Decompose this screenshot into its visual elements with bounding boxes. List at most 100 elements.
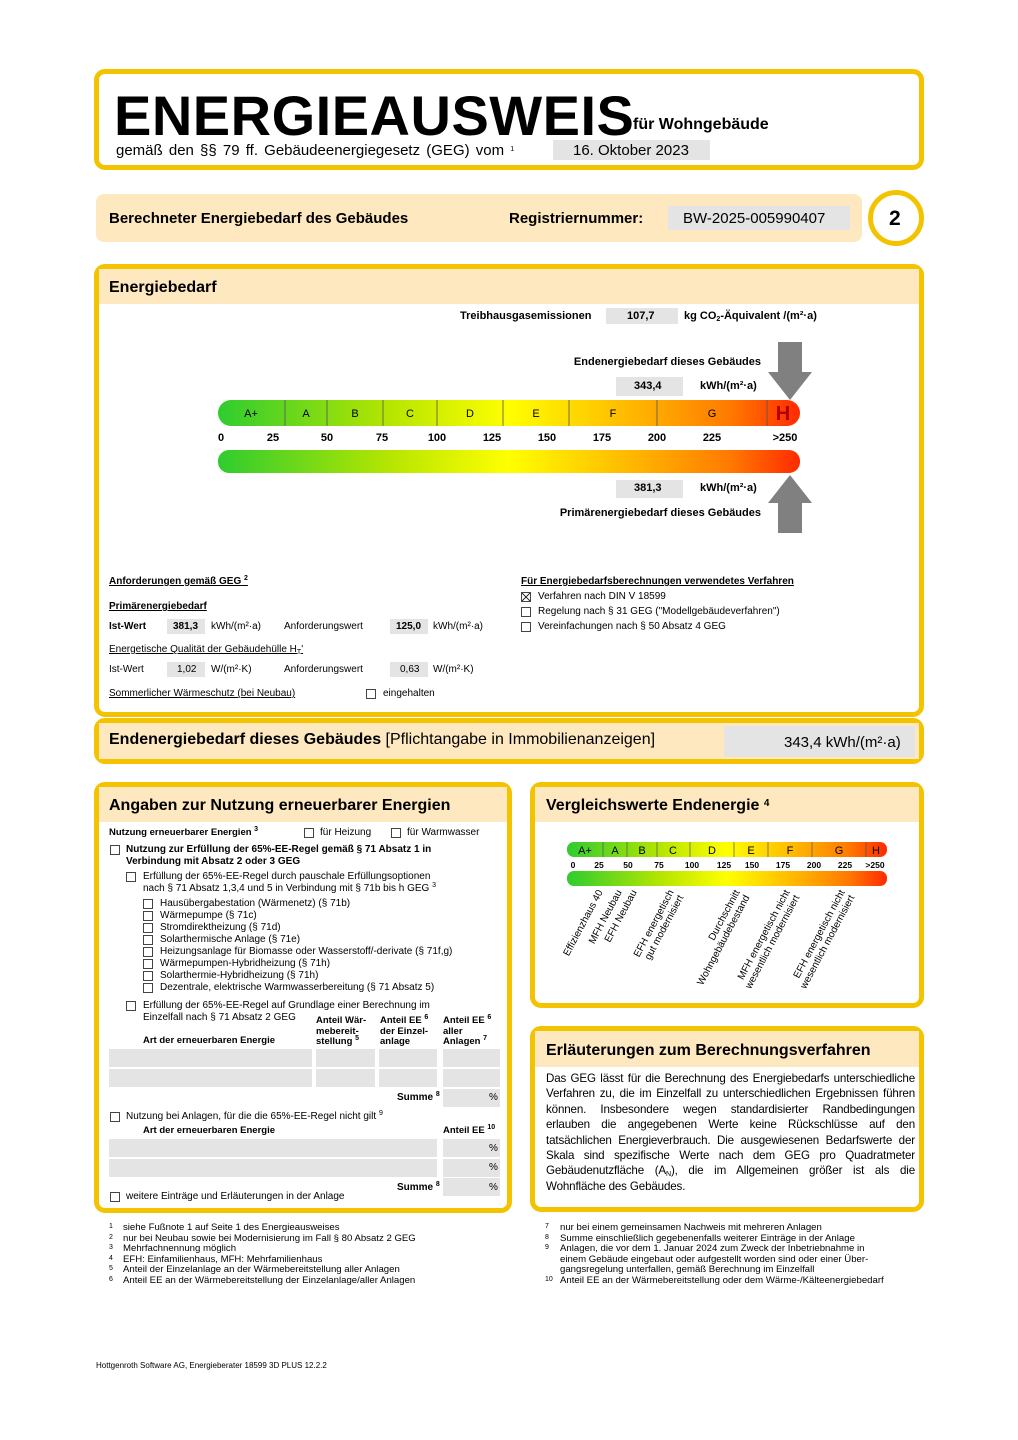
actual-label: Ist-Wert	[109, 621, 147, 632]
col-header: Anteil Wär-mebereit-stellung 5	[316, 1015, 366, 1048]
field	[167, 619, 205, 634]
energy-scale: A+ A B C D E F G H 0 25 50 75 100 125 150 175 200 225 >250	[218, 342, 812, 533]
scale-label: 150	[745, 860, 759, 870]
footnote-number: 5	[109, 1265, 113, 1273]
hot-water: für Warmwasser	[407, 827, 480, 838]
cell	[443, 1089, 500, 1107]
final-label: Endenergiebedarf dieses Gebäudes	[573, 356, 761, 368]
final-unit: kWh/(m²·a)	[700, 380, 757, 392]
checkbox-label: Verfahren nach DIN V 18599	[538, 591, 666, 602]
unit: kWh/(m²·a)	[211, 621, 261, 632]
scale-label: 225	[838, 860, 852, 870]
summary-field	[724, 726, 915, 757]
text: '	[301, 644, 304, 655]
flat-rate: Erfüllung der 65%-EE-Regel durch pauscha…	[143, 871, 431, 882]
col-header: Anteil EE 6 der Einzel-anlage	[380, 1014, 428, 1048]
envelope-actual: 1,02	[177, 664, 197, 675]
scale-label: 150	[538, 432, 556, 444]
ghg-unit: kg CO2-Äquivalent /(m²·a)	[684, 310, 817, 324]
footnote-text: EFH: Einfamilienhaus, MFH: Mehrfamilienh…	[123, 1253, 323, 1265]
text: Anteil EE	[443, 1015, 485, 1026]
percent: %	[489, 1182, 498, 1193]
footnote-number: 2	[109, 1233, 113, 1241]
scale-label: 100	[428, 432, 446, 444]
text: Anforderungen gemäß GEG	[109, 576, 242, 587]
rule: Nutzung zur Erfüllung der 65%-EE-Regel g…	[126, 844, 432, 855]
primary-actual: 381,3	[173, 621, 199, 632]
text: anlage	[380, 1036, 411, 1047]
required-label: Anforderungswert	[284, 664, 363, 675]
usage-label: Nutzung erneuerbarer Energien 3	[109, 826, 259, 838]
scale-label: 225	[703, 432, 721, 444]
unit-part: kg CO	[684, 310, 717, 322]
checkbox	[143, 971, 153, 981]
class-label: A+	[244, 408, 258, 420]
text: aller	[443, 1025, 463, 1037]
unit: W/(m²·K)	[433, 664, 474, 675]
class-label: G	[835, 845, 844, 857]
required-label: Anforderungswert	[284, 621, 363, 632]
arrow-up	[768, 475, 812, 533]
checkbox	[110, 1112, 120, 1122]
cell	[443, 1049, 500, 1067]
text: nach § 71 Absatz 1,3,4 und 5 in Verbindu…	[143, 883, 430, 894]
primary-required: 125,0	[396, 621, 422, 632]
explanation-box	[530, 1026, 924, 1212]
checkbox	[143, 983, 153, 993]
text: Das GEG lässt für die Berechnung des Ene…	[546, 1072, 915, 1178]
primary-value: 381,3	[634, 482, 662, 494]
heating: für Heizung	[320, 827, 372, 838]
text: Anteil EE 6	[380, 1014, 428, 1027]
cell	[109, 1049, 312, 1067]
unit-part: -Äquivalent /(m²·a)	[720, 310, 817, 322]
section-header	[535, 787, 919, 822]
section-title: Angaben zur Nutzung erneuerbarer Energie…	[109, 797, 451, 814]
text: Endenergiebedarf dieses Gebäudes	[109, 731, 382, 748]
percent: %	[489, 1092, 498, 1103]
scale-label: 0	[571, 860, 576, 870]
page-number: 2	[889, 207, 901, 230]
scale-label: 175	[593, 432, 611, 444]
requirements-title: Anforderungen gemäß GEG 2	[109, 575, 248, 587]
section-title: Vergleichswerte Endenergie 4	[546, 798, 769, 814]
ghg-value: 107,7	[627, 310, 655, 322]
scale-label: 200	[807, 860, 821, 870]
class-label: C	[669, 845, 677, 857]
footnote-ref: 1	[510, 146, 515, 153]
footnote-ref: 10	[487, 1124, 496, 1131]
text: Anteil EE	[443, 1125, 485, 1136]
summary-value: 343,4 kWh/(m²·a)	[784, 734, 901, 751]
scale-label: 125	[717, 860, 731, 870]
checkbox	[143, 947, 153, 957]
checkbox-label: Vereinfachungen nach § 50 Absatz 4 GEG	[538, 621, 726, 632]
footnote-ref: 6	[487, 1014, 492, 1021]
registration-label: Registriernummer:	[509, 210, 644, 227]
scale-label: 100	[685, 860, 699, 870]
cell	[379, 1049, 437, 1067]
class-label: C	[406, 408, 414, 420]
date: 16. Oktober 2023	[573, 142, 689, 159]
cell	[379, 1069, 437, 1087]
text-sub: T	[296, 649, 302, 656]
text: stellung 5	[316, 1035, 366, 1048]
legal-basis: gemäß den §§ 79 ff. Gebäudeenergiegesetz…	[116, 143, 514, 158]
sum-label: Summe 8	[397, 1091, 440, 1103]
primary-unit: kWh/(m²·a)	[700, 482, 757, 494]
checkbox	[304, 828, 314, 838]
footnote-number: 9	[545, 1244, 549, 1252]
class-label: E	[747, 845, 754, 857]
cell	[443, 1069, 500, 1087]
unit: W/(m²·K)	[211, 664, 252, 675]
checkbox-label: Wärmepumpe (§ 71c)	[160, 910, 257, 921]
col-header: Anteil EE 10	[443, 1124, 496, 1136]
footnote-ref: 7	[483, 1035, 488, 1042]
cell	[443, 1159, 500, 1177]
final-field	[616, 377, 683, 396]
primary-label: Primärenergiebedarf dieses Gebäudes	[559, 507, 761, 519]
footnote-ref: 3	[254, 826, 259, 833]
text: [Pflichtangabe in Immobilienanzeigen]	[385, 731, 656, 748]
summer-check: eingehalten	[383, 688, 435, 699]
